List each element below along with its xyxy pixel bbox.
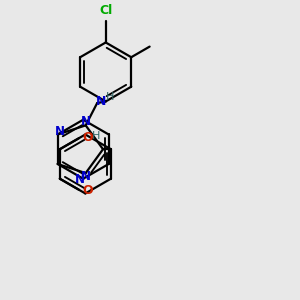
Text: O: O: [82, 184, 92, 197]
Text: Cl: Cl: [99, 4, 112, 17]
Text: H: H: [92, 131, 100, 141]
Text: N: N: [96, 94, 106, 108]
Text: N: N: [75, 173, 85, 186]
Text: N: N: [81, 116, 91, 128]
Text: O: O: [82, 131, 92, 144]
Text: N: N: [55, 125, 64, 138]
Text: N: N: [81, 169, 91, 182]
Text: H: H: [106, 92, 114, 102]
